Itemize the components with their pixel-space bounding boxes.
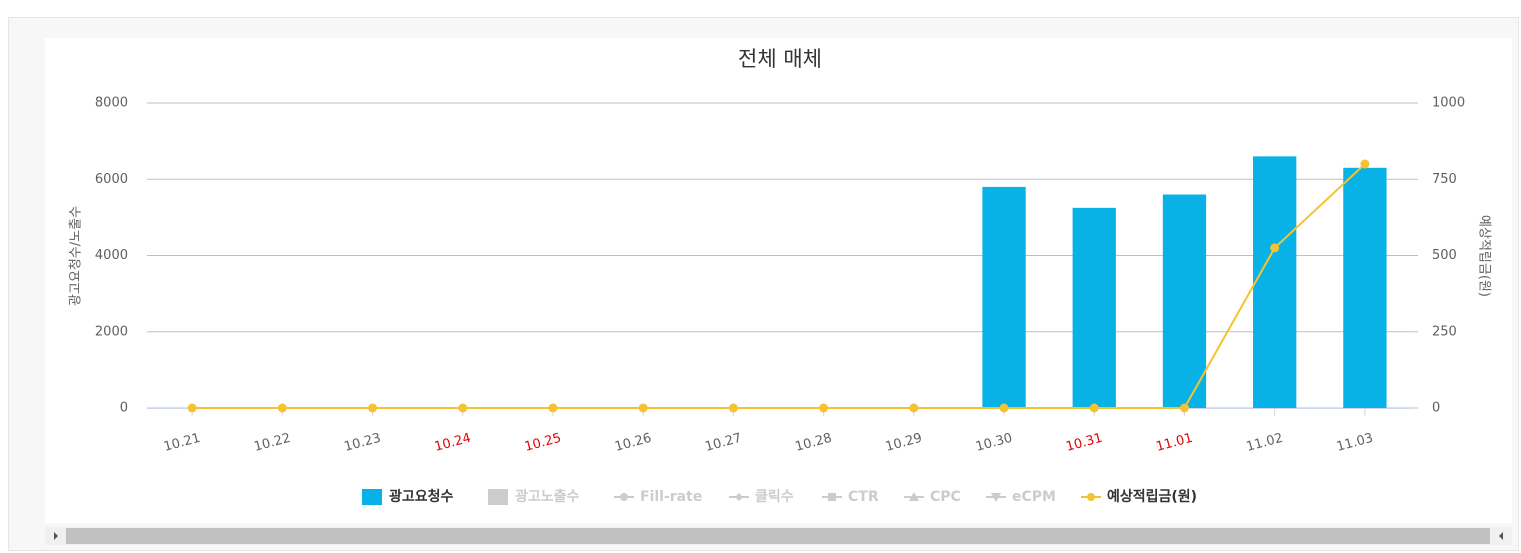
bar: [1253, 156, 1297, 408]
line-marker: [819, 403, 829, 413]
legend-marker: [828, 493, 836, 501]
y-tick-label: 2000: [95, 324, 128, 339]
legend-item[interactable]: eCPM: [986, 489, 1056, 505]
legend-item[interactable]: CPC: [904, 489, 961, 505]
legend-label: 광고노출수: [515, 488, 580, 505]
bar: [982, 186, 1026, 408]
y-tick-label: 8000: [95, 96, 128, 111]
legend-item[interactable]: 예상적립금(원): [1081, 488, 1197, 505]
scrollbar-thumb[interactable]: [66, 528, 1490, 544]
line-marker: [999, 403, 1009, 413]
y2-tick-label: 1000: [1432, 96, 1465, 111]
y2-axis-label: 예상적립금(원): [1477, 215, 1492, 297]
y-tick-label: 4000: [95, 248, 128, 263]
legend-marker: [620, 493, 628, 501]
y2-tick-label: 500: [1432, 248, 1457, 263]
line-marker: [638, 403, 648, 413]
line: [192, 163, 1366, 409]
y-tick-label: 0: [120, 401, 128, 416]
legend-marker: [991, 493, 1001, 502]
legend-item[interactable]: 광고요청수: [362, 488, 454, 505]
legend-swatch: [488, 489, 508, 505]
y-tick-label: 6000: [95, 172, 128, 187]
legend-label: Fill-rate: [640, 489, 702, 505]
y2-tick-label: 750: [1432, 172, 1457, 187]
line-marker: [277, 403, 287, 413]
y2-tick-label: 250: [1432, 324, 1457, 339]
legend-label: 예상적립금(원): [1107, 488, 1197, 505]
line-marker: [1360, 159, 1370, 169]
bar: [1343, 167, 1387, 408]
legend-marker: [909, 492, 919, 501]
legend-label: CTR: [848, 489, 879, 505]
legend-swatch: [362, 489, 382, 505]
bar: [1072, 207, 1116, 408]
legend-item[interactable]: 클릭수: [729, 489, 794, 505]
line-marker: [1270, 243, 1280, 253]
legend-item[interactable]: 광고노출수: [488, 488, 580, 505]
legend-item[interactable]: Fill-rate: [614, 489, 702, 505]
y-axis-label: 광고요청수/노출수: [69, 206, 84, 306]
bar: [1162, 194, 1207, 408]
y2-tick-label: 0: [1432, 401, 1440, 416]
scroll-left[interactable]: [54, 532, 58, 540]
legend-label: CPC: [930, 489, 961, 505]
chart-title: 전체 매체: [738, 47, 822, 71]
legend-item[interactable]: CTR: [822, 489, 879, 505]
line-marker: [1179, 403, 1189, 413]
legend-marker: [735, 493, 743, 501]
line-marker: [548, 403, 558, 413]
line-marker: [368, 403, 378, 413]
legend-marker: [1087, 493, 1095, 501]
line-marker: [458, 403, 468, 413]
line-marker: [187, 403, 197, 413]
line-marker: [728, 403, 738, 413]
scroll-right[interactable]: [1499, 532, 1503, 540]
legend-label: eCPM: [1012, 489, 1056, 505]
line-marker: [909, 403, 919, 413]
line-marker: [1089, 403, 1099, 413]
legend-label: 광고요청수: [389, 488, 454, 505]
legend-label: 클릭수: [755, 489, 794, 505]
